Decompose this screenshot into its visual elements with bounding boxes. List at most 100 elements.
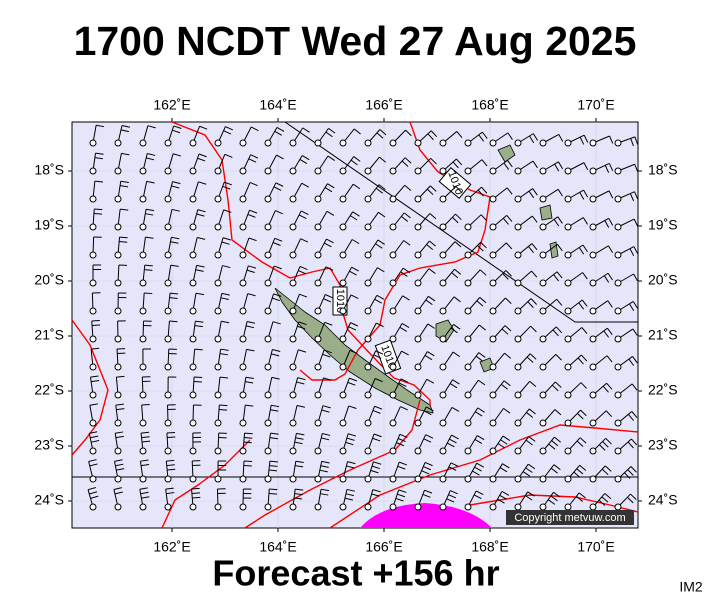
barb-station — [615, 336, 621, 342]
barb-station — [90, 364, 96, 370]
barb-station — [190, 196, 196, 202]
barb-station — [440, 252, 446, 258]
barb-station — [190, 504, 196, 510]
barb-station — [440, 504, 446, 510]
barb-station — [290, 504, 296, 510]
barb-station — [340, 392, 346, 398]
barb-station — [390, 364, 396, 370]
barb-station — [540, 168, 546, 174]
barb-station — [490, 336, 496, 342]
barb-station — [590, 504, 596, 510]
barb-station — [415, 336, 421, 342]
barb-station — [365, 364, 371, 370]
barb-station — [290, 476, 296, 482]
barb-station — [465, 392, 471, 398]
barb-station — [565, 280, 571, 286]
barb-station — [415, 476, 421, 482]
barb-station — [465, 196, 471, 202]
barb-station — [490, 224, 496, 230]
barb-station — [390, 336, 396, 342]
barb-station — [465, 308, 471, 314]
barb-station — [140, 280, 146, 286]
barb-station — [190, 140, 196, 146]
barb-station — [415, 280, 421, 286]
barb-station — [340, 364, 346, 370]
barb-station — [465, 280, 471, 286]
barb-station — [615, 196, 621, 202]
barb-station — [415, 140, 421, 146]
barb-station — [515, 448, 521, 454]
barb-flag — [269, 494, 277, 495]
barb-station — [90, 336, 96, 342]
barb-station — [540, 476, 546, 482]
lat-label: 22˚S — [34, 382, 64, 398]
barb-station — [240, 504, 246, 510]
lon-label: 164˚E — [259, 97, 296, 113]
barb-station — [390, 308, 396, 314]
barb-station — [290, 392, 296, 398]
barb-station — [315, 476, 321, 482]
barb-station — [140, 392, 146, 398]
barb-station — [490, 448, 496, 454]
barb-station — [90, 196, 96, 202]
lat-label: 23˚S — [34, 437, 64, 453]
barb-station — [115, 308, 121, 314]
barb-station — [365, 280, 371, 286]
barb-station — [190, 448, 196, 454]
barb-station — [515, 308, 521, 314]
barb-station — [115, 196, 121, 202]
lat-label: 22˚S — [648, 382, 678, 398]
barb-station — [440, 364, 446, 370]
barb-station — [365, 168, 371, 174]
barb-station — [265, 448, 271, 454]
barb-station — [465, 420, 471, 426]
barb-station — [590, 224, 596, 230]
barb-station — [165, 504, 171, 510]
barb-station — [265, 224, 271, 230]
barb-station — [515, 504, 521, 510]
barb-station — [615, 504, 621, 510]
barb-station — [315, 224, 321, 230]
barb-station — [565, 476, 571, 482]
barb-station — [165, 420, 171, 426]
barb-station — [265, 420, 271, 426]
lat-label: 18˚S — [34, 162, 64, 178]
barb-flag — [192, 488, 200, 489]
barb-station — [265, 336, 271, 342]
forecast-label: Forecast +156 hr — [212, 553, 499, 594]
barb-station — [215, 364, 221, 370]
barb-station — [215, 504, 221, 510]
barb-station — [90, 476, 96, 482]
barb-station — [240, 364, 246, 370]
barb-station — [265, 252, 271, 258]
barb-station — [540, 336, 546, 342]
barb-station — [465, 168, 471, 174]
barb-station — [440, 196, 446, 202]
barb-station — [290, 196, 296, 202]
barb-flag — [92, 325, 100, 326]
barb-station — [115, 168, 121, 174]
barb-station — [90, 224, 96, 230]
barb-station — [215, 476, 221, 482]
barb-station — [465, 364, 471, 370]
barb-station — [465, 448, 471, 454]
barb-station — [190, 252, 196, 258]
barb-station — [340, 196, 346, 202]
barb-station — [140, 140, 146, 146]
barb-station — [265, 392, 271, 398]
barb-station — [265, 364, 271, 370]
lat-label: 20˚S — [34, 272, 64, 288]
barb-station — [340, 420, 346, 426]
barb-station — [515, 140, 521, 146]
barb-station — [290, 140, 296, 146]
barb-station — [415, 420, 421, 426]
barb-station — [190, 420, 196, 426]
barb-station — [515, 252, 521, 258]
barb-station — [165, 392, 171, 398]
barb-station — [340, 168, 346, 174]
barb-station — [115, 392, 121, 398]
barb-station — [140, 504, 146, 510]
barb-station — [290, 168, 296, 174]
lat-label: 21˚S — [34, 327, 64, 343]
barb-station — [365, 196, 371, 202]
